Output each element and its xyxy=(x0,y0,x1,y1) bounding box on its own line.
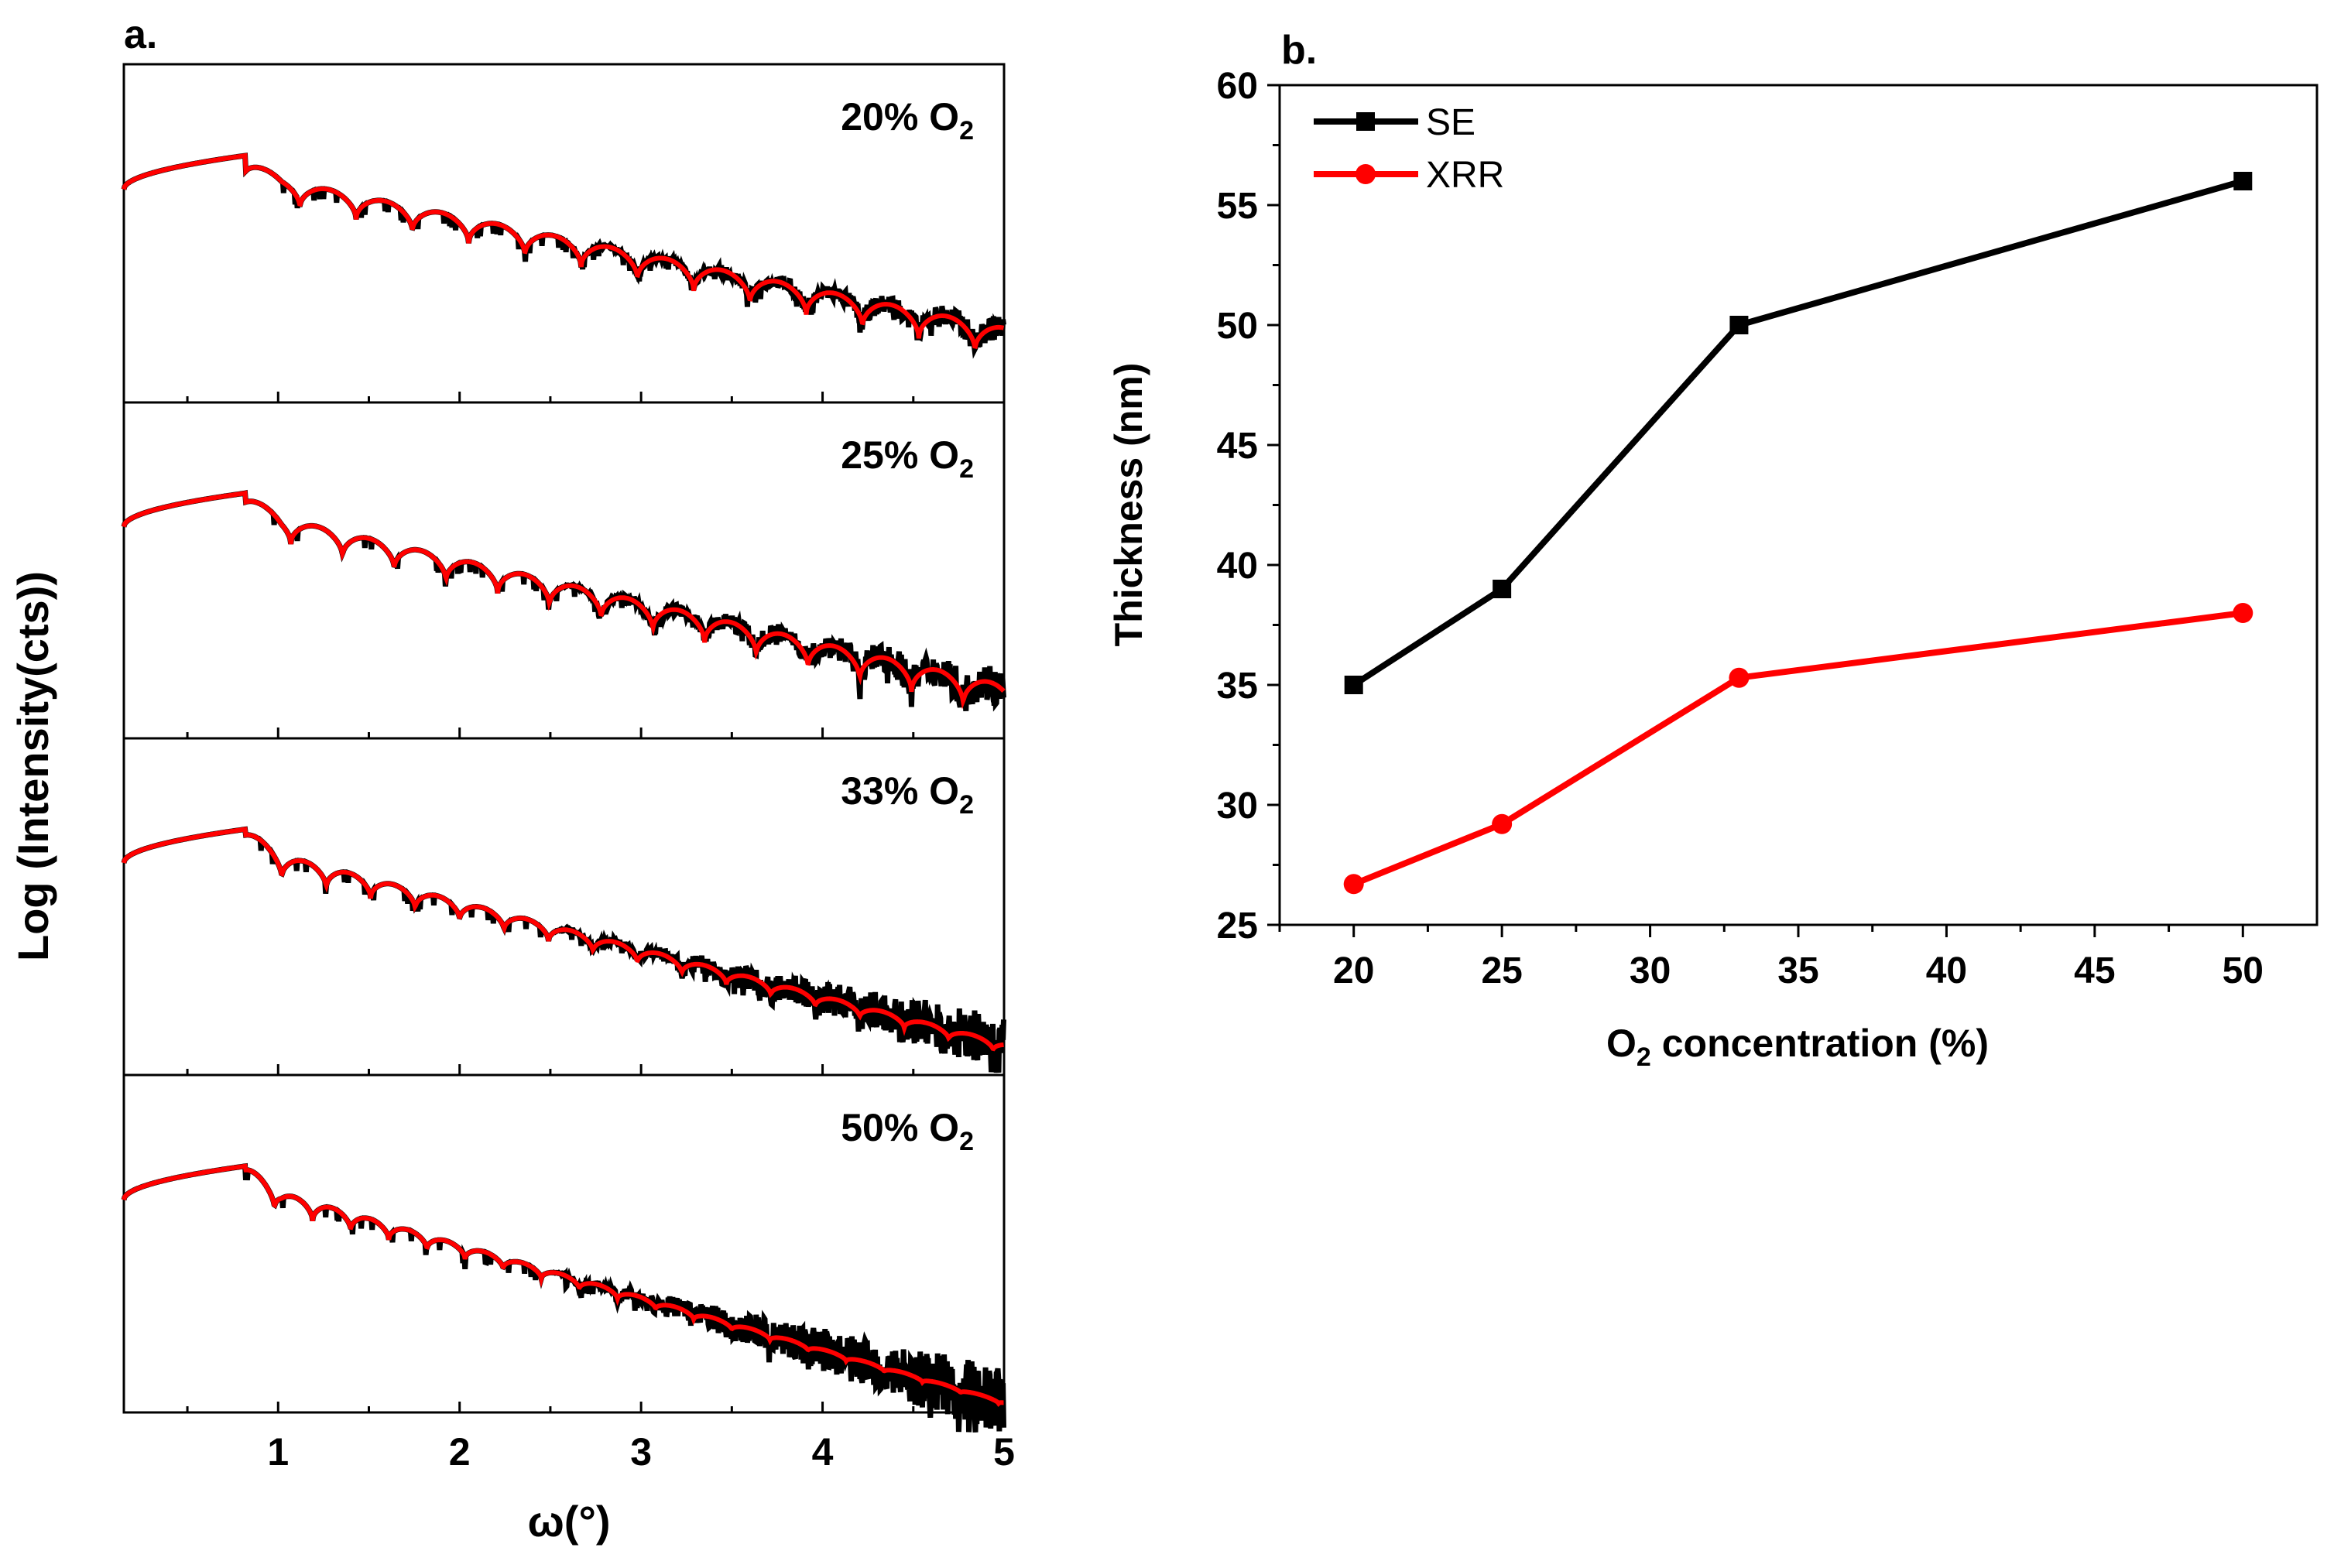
xrr-subpanel: 33% O2 xyxy=(121,737,1006,1077)
y-tick-label: 40 xyxy=(1217,546,1258,587)
x-tick-label: 25 xyxy=(1481,950,1522,991)
y-tick-label: 50 xyxy=(1217,306,1258,347)
x-tick-label: 30 xyxy=(1630,950,1671,991)
fitted-xrr-curve xyxy=(122,1163,1004,1407)
legend-se-label: SE xyxy=(1426,102,1475,143)
measured-xrr-curve xyxy=(121,152,1006,359)
x-tick-label: 35 xyxy=(1777,950,1818,991)
measured-xrr-curve xyxy=(121,1162,1006,1433)
fitted-xrr-curve xyxy=(122,827,1004,1052)
se-series-line xyxy=(1352,178,2244,688)
xrr-data-point xyxy=(1492,813,1513,834)
se-data-point xyxy=(2233,172,2253,190)
y-tick-label: 45 xyxy=(1217,426,1258,467)
xrr-data-point xyxy=(2233,603,2253,623)
x-tick-label: 20 xyxy=(1333,950,1374,991)
y-tick-label: 35 xyxy=(1217,666,1258,707)
y-tick-label: 30 xyxy=(1217,786,1258,827)
subpanel-label: 20% O2 xyxy=(841,95,974,146)
subpanel-frame xyxy=(122,1073,1006,1414)
se-data-point xyxy=(1344,676,1363,694)
legend-se-marker xyxy=(1356,112,1375,131)
xrr-data-point xyxy=(1729,667,1750,688)
panel-a-label: a. xyxy=(124,12,157,57)
panel-a-x-axis-label: ω(°) xyxy=(528,1497,611,1546)
xrr-data-point xyxy=(1343,874,1364,895)
x-tick-label: 40 xyxy=(1926,950,1967,991)
se-data-point xyxy=(1493,580,1512,598)
x-tick-label: 5 xyxy=(993,1430,1015,1474)
panel-b-y-axis-label: Thickness (nm) xyxy=(1107,363,1150,647)
panel-b-label: b. xyxy=(1281,28,1317,73)
x-tick-label: 1 xyxy=(267,1430,289,1474)
x-tick-label: 3 xyxy=(630,1430,652,1474)
fitted-xrr-curve xyxy=(122,152,1005,350)
xrr-subpanel: 50% O2 xyxy=(121,1073,1006,1433)
panel-b: b. 20 25 30 35 40 45 50 25 30 35 40 45 50 55 60 SE XRR… xyxy=(1107,28,2319,1072)
se-data-point xyxy=(1729,316,1749,334)
panel-b-x-axis-label: O2 concentration (%) xyxy=(1606,1022,1989,1072)
panel-b-plot-frame xyxy=(1278,84,2319,926)
x-tick-label: 45 xyxy=(2074,950,2115,991)
y-tick-label: 55 xyxy=(1217,186,1258,227)
y-tick-label: 25 xyxy=(1217,906,1258,947)
panel-a: a. 20% O2 25% O2 33% O2 50% O2 1 2 3 4 5 ω(°) L… xyxy=(9,12,1015,1546)
xrr-subpanel: 20% O2 xyxy=(121,63,1006,404)
panel-a-y-axis-label: Log (Intensity(cts)) xyxy=(9,571,57,961)
subpanel-label: 50% O2 xyxy=(841,1106,974,1156)
legend: SE XRR xyxy=(1314,102,1504,196)
x-tick-label: 50 xyxy=(2223,950,2264,991)
subpanel-label: 25% O2 xyxy=(841,433,974,484)
x-tick-label: 2 xyxy=(449,1430,471,1474)
legend-xrr-label: XRR xyxy=(1426,155,1504,196)
fitted-xrr-curve xyxy=(122,490,1006,710)
y-tick-label: 60 xyxy=(1217,66,1258,107)
x-tick-label: 4 xyxy=(812,1430,834,1474)
subpanel-label: 33% O2 xyxy=(841,769,974,820)
measured-xrr-curve xyxy=(121,489,1006,712)
legend-xrr-marker xyxy=(1356,164,1376,184)
measured-xrr-curve xyxy=(121,826,1006,1073)
xrr-series-line xyxy=(1352,610,2243,888)
xrr-subpanel: 25% O2 xyxy=(121,401,1006,740)
